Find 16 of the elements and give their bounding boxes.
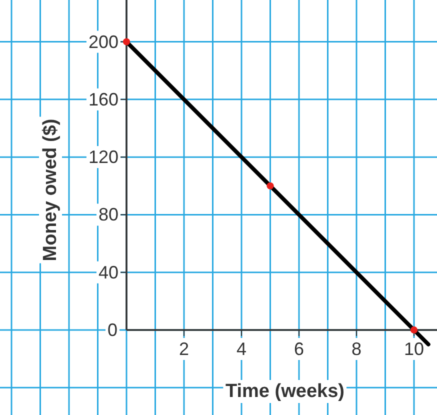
x-tick-label: 6 <box>294 338 304 359</box>
x-tick-label: 2 <box>178 338 190 359</box>
point <box>410 326 418 334</box>
y-tick-label: 160 <box>88 89 118 110</box>
x-axis-title: Time (weeks) <box>226 381 344 402</box>
y-axis-title: Money owed ($) <box>40 118 61 262</box>
x-tick-label: 4 <box>236 338 247 359</box>
y-tick-label: 120 <box>88 147 118 168</box>
x-tick-label: 8 <box>351 338 362 359</box>
x-tick-label: 10 <box>404 338 424 359</box>
y-tick-label: 0 <box>107 320 118 340</box>
y-tick-label: 80 <box>98 204 118 225</box>
y-tick-label: 200 <box>88 32 118 52</box>
point <box>122 38 130 46</box>
point <box>266 182 274 190</box>
y-tick-label: 40 <box>98 262 118 282</box>
